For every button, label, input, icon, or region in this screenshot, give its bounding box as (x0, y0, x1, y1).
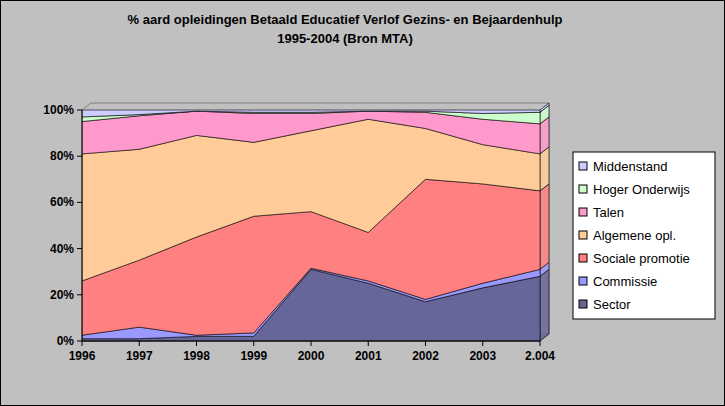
y-tick-label: 100% (43, 103, 74, 117)
legend-swatch (579, 231, 587, 239)
y-tick-label: 0% (57, 334, 75, 348)
y-tick-label: 20% (50, 288, 74, 302)
area (82, 110, 540, 117)
x-tick-label: 2000 (298, 349, 325, 363)
x-tick-label: 2.004 (525, 349, 555, 363)
legend-label: Sociale promotie (593, 251, 690, 266)
legend-label: Commissie (593, 274, 657, 289)
legend-swatch (579, 162, 587, 170)
legend-swatch (579, 208, 587, 216)
legend-swatch (579, 185, 587, 193)
x-tick-label: 1996 (69, 349, 96, 363)
x-tick-label: 1997 (126, 349, 153, 363)
legend-swatch (579, 254, 587, 262)
chart: % aard opleidingen Betaald Educatief Ver… (0, 0, 725, 406)
legend-swatch (579, 300, 587, 308)
legend (573, 152, 715, 319)
legend-swatch (579, 277, 587, 285)
y-axis (82, 110, 83, 341)
background (1, 1, 725, 406)
x-tick-label: 2002 (412, 349, 439, 363)
y-tick (77, 110, 82, 111)
y-tick (77, 294, 82, 295)
back-wall (82, 103, 549, 341)
x-tick (196, 341, 197, 346)
title: % aard opleidingen Betaald Educatief Ver… (128, 12, 563, 46)
y-tick (77, 341, 82, 342)
y-tick (77, 202, 82, 203)
x-tick-label: 2003 (469, 349, 496, 363)
x-tick (139, 341, 140, 346)
y-tick-label: 40% (50, 242, 74, 256)
x-tick-label: 1999 (240, 349, 267, 363)
y-tick (77, 248, 82, 249)
y-tick-label: 60% (50, 195, 74, 209)
legend-label: Hoger Onderwijs (593, 182, 690, 197)
x-tick-label: 2001 (355, 349, 382, 363)
area-side (540, 103, 549, 112)
x-tick (311, 341, 312, 346)
area-side (540, 147, 549, 191)
legend-label: Talen (593, 205, 624, 220)
legend-label: Middenstand (593, 159, 667, 174)
x-tick (253, 341, 254, 346)
area-side (540, 184, 549, 270)
x-tick (425, 341, 426, 346)
x-tick-label: 1998 (183, 349, 210, 363)
area (82, 111, 540, 154)
x-tick (368, 341, 369, 346)
x-tick (482, 341, 483, 346)
y-tick (77, 156, 82, 157)
legend-label: Sector (593, 297, 631, 312)
x-tick (540, 341, 541, 346)
plot-area (82, 103, 549, 341)
y-tick-label: 80% (50, 149, 74, 163)
area-side (540, 269, 549, 341)
legend-label: Algemene opl. (593, 228, 676, 243)
x-tick (82, 341, 83, 346)
